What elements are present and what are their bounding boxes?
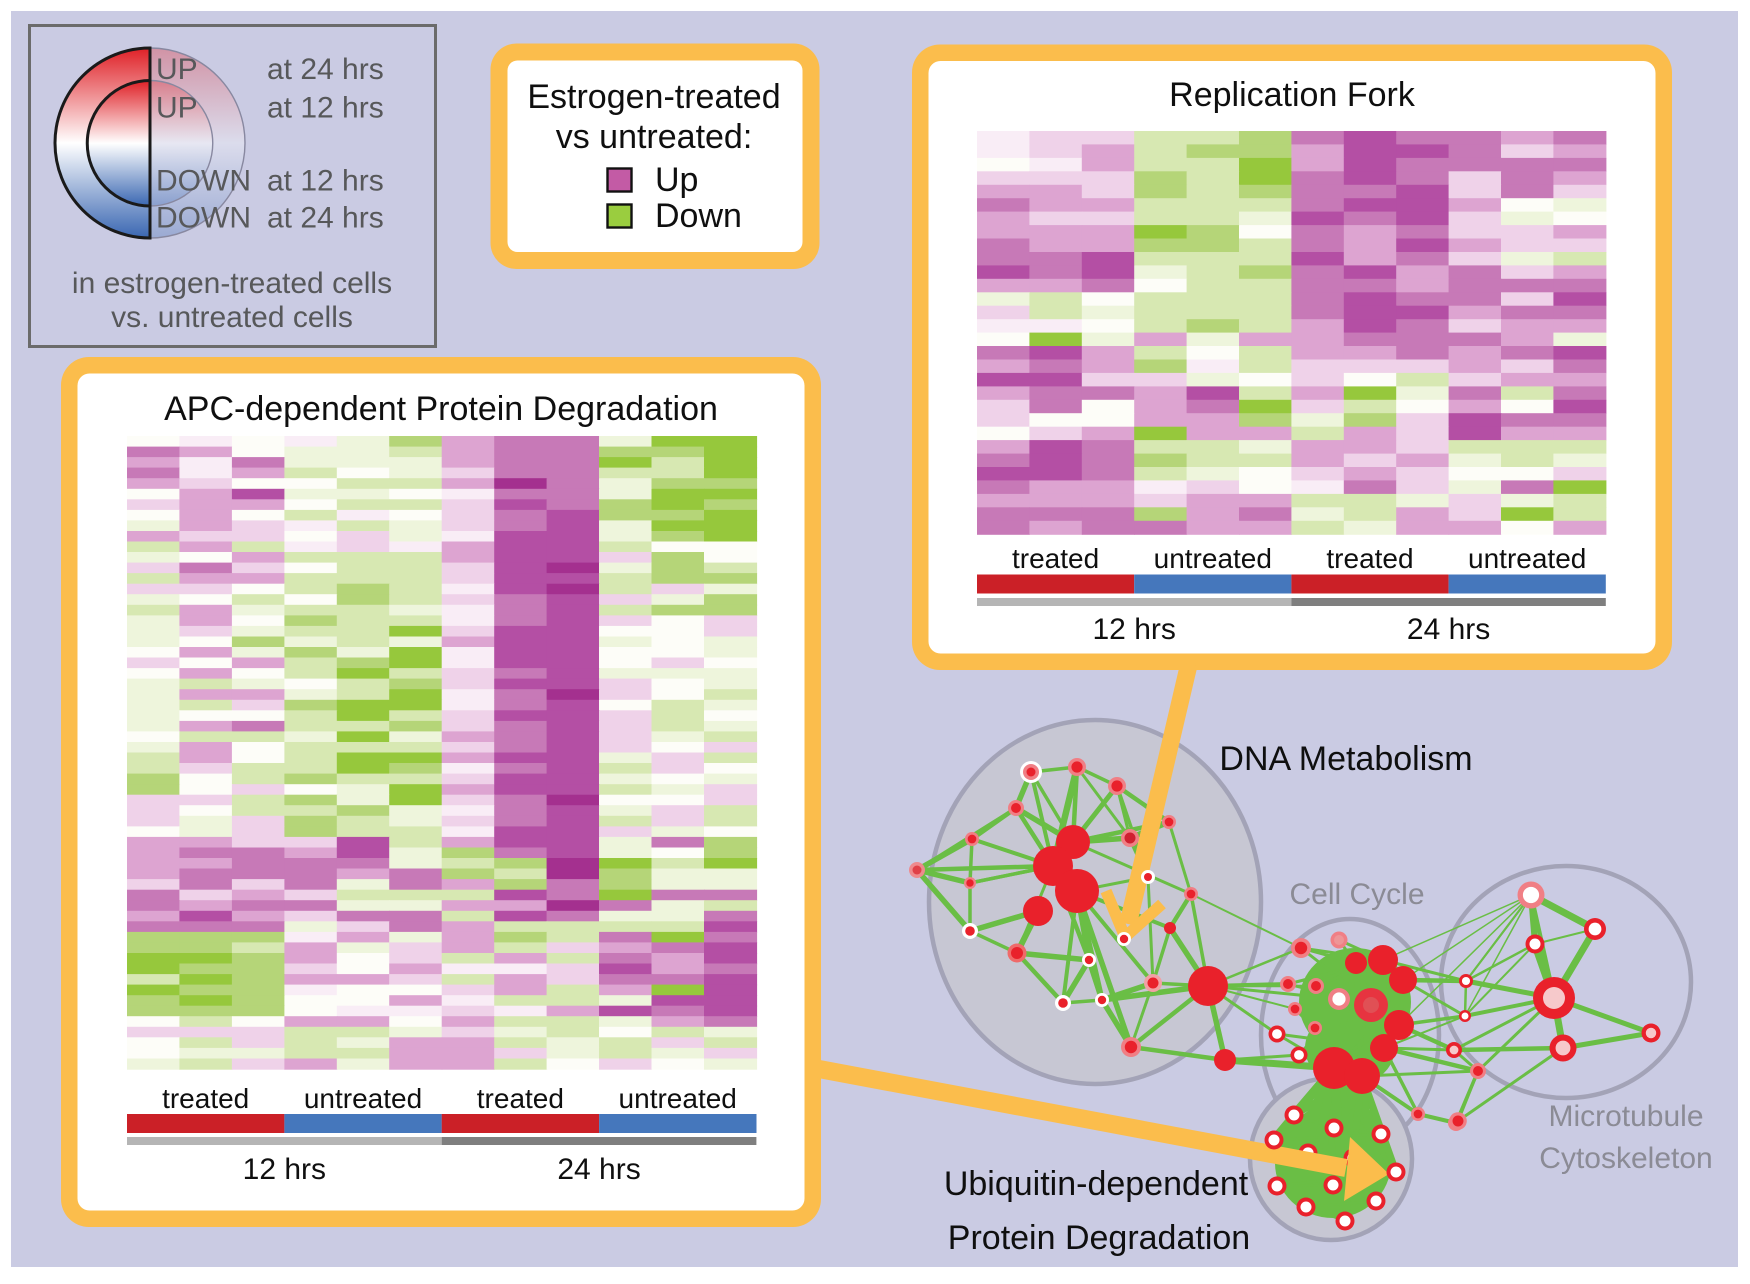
svg-text:Cytoskeleton: Cytoskeleton bbox=[1539, 1142, 1712, 1175]
svg-text:vs untreated:: vs untreated: bbox=[556, 118, 753, 156]
svg-text:Protein Degradation: Protein Degradation bbox=[948, 1219, 1250, 1257]
svg-text:APC-dependent Protein Degradat: APC-dependent Protein Degradation bbox=[164, 390, 718, 428]
svg-text:Cell Cycle: Cell Cycle bbox=[1289, 878, 1424, 911]
svg-text:treated: treated bbox=[1012, 543, 1099, 574]
svg-text:untreated: untreated bbox=[1468, 543, 1586, 574]
svg-text:in estrogen-treated cells: in estrogen-treated cells bbox=[72, 267, 392, 300]
svg-text:Replication Fork: Replication Fork bbox=[1169, 76, 1416, 114]
svg-text:treated: treated bbox=[1326, 543, 1413, 574]
svg-text:untreated: untreated bbox=[619, 1083, 737, 1114]
svg-text:DOWN: DOWN bbox=[156, 202, 251, 235]
svg-text:at 24 hrs: at 24 hrs bbox=[267, 202, 384, 235]
svg-text:UP: UP bbox=[156, 53, 198, 86]
svg-text:treated: treated bbox=[162, 1083, 249, 1114]
svg-text:at 12 hrs: at 12 hrs bbox=[267, 92, 384, 125]
svg-text:at 12 hrs: at 12 hrs bbox=[267, 165, 384, 198]
svg-text:treated: treated bbox=[477, 1083, 564, 1114]
svg-text:DOWN: DOWN bbox=[156, 165, 251, 198]
svg-text:12 hrs: 12 hrs bbox=[243, 1153, 326, 1186]
svg-text:12 hrs: 12 hrs bbox=[1093, 613, 1176, 646]
svg-text:Up: Up bbox=[655, 161, 698, 199]
svg-text:Microtubule: Microtubule bbox=[1548, 1100, 1703, 1133]
svg-text:Down: Down bbox=[655, 197, 742, 235]
svg-text:24 hrs: 24 hrs bbox=[557, 1153, 640, 1186]
svg-text:DNA Metabolism: DNA Metabolism bbox=[1219, 740, 1472, 778]
svg-text:untreated: untreated bbox=[304, 1083, 422, 1114]
svg-text:Ubiquitin-dependent: Ubiquitin-dependent bbox=[944, 1165, 1249, 1203]
svg-text:untreated: untreated bbox=[1154, 543, 1272, 574]
svg-text:24 hrs: 24 hrs bbox=[1407, 613, 1490, 646]
svg-text:Estrogen-treated: Estrogen-treated bbox=[527, 78, 780, 116]
svg-text:at 24 hrs: at 24 hrs bbox=[267, 53, 384, 86]
svg-text:vs. untreated cells: vs. untreated cells bbox=[111, 301, 353, 334]
svg-text:UP: UP bbox=[156, 92, 198, 125]
